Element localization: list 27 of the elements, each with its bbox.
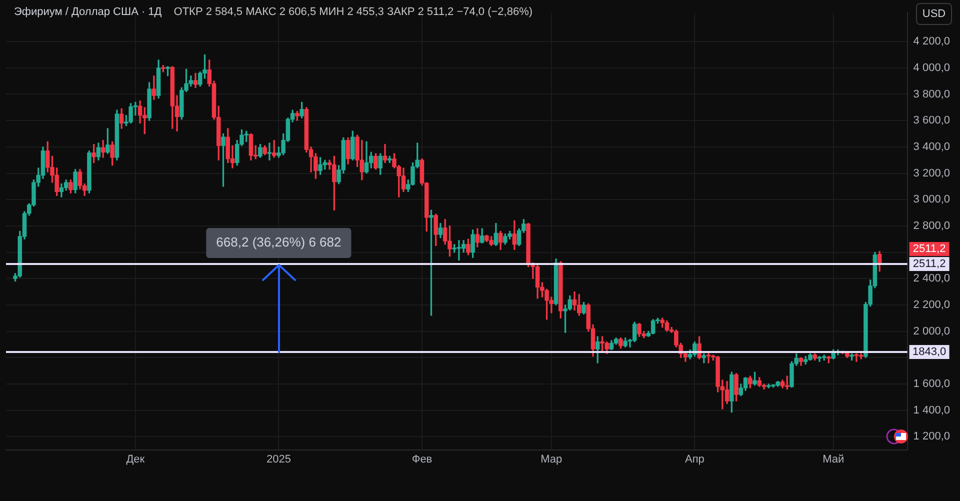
y-tick-label: 1 600,0	[913, 378, 950, 390]
y-tick-label: 3 600,0	[913, 114, 950, 127]
annotation: 668,2 (36,26%) 6 682	[216, 234, 342, 250]
y-tick-label: 1 200,0	[913, 430, 950, 443]
y-tick-label: 1 400,0	[913, 404, 950, 416]
x-tick-label: Дек	[126, 453, 145, 466]
y-tick-label: 2 200,0	[913, 298, 950, 311]
chart-subtitle: ОТКР 2 584,5 МАКС 2 606,5 МИН 2 455,3 ЗАКР 2 511,2 −74,0 (−2,86%)	[174, 6, 533, 18]
x-tick-label: 2025	[266, 453, 291, 466]
y-tick-label: 3 000,0	[913, 194, 950, 206]
y-tick-label: 2 800,0	[913, 220, 950, 232]
x-tick-label: Мар	[540, 453, 562, 466]
y-tick-label: 2 000,0	[913, 325, 950, 338]
y-tick-label: 4 000,0	[913, 62, 950, 74]
x-tick-label: Май	[822, 453, 844, 466]
ref-line-label: 1843,0	[912, 346, 946, 358]
y-tick-label: 2 400,0	[913, 272, 950, 285]
y-axis-title: USD	[916, 3, 952, 25]
y-tick-label: 4 200,0	[913, 36, 950, 48]
ref-line-label: 2511,2	[912, 258, 946, 270]
text: 2511,2	[912, 242, 946, 255]
y-tick-label: 3 200,0	[913, 167, 950, 180]
x-tick-label: Фев	[412, 453, 432, 466]
x-tick-label: Апр	[684, 453, 704, 466]
y-tick-label: 3 800,0	[913, 88, 950, 100]
chart-title: Эфириум / Доллар США · 1Д	[14, 6, 162, 18]
y-tick-label: 3 400,0	[913, 140, 950, 153]
